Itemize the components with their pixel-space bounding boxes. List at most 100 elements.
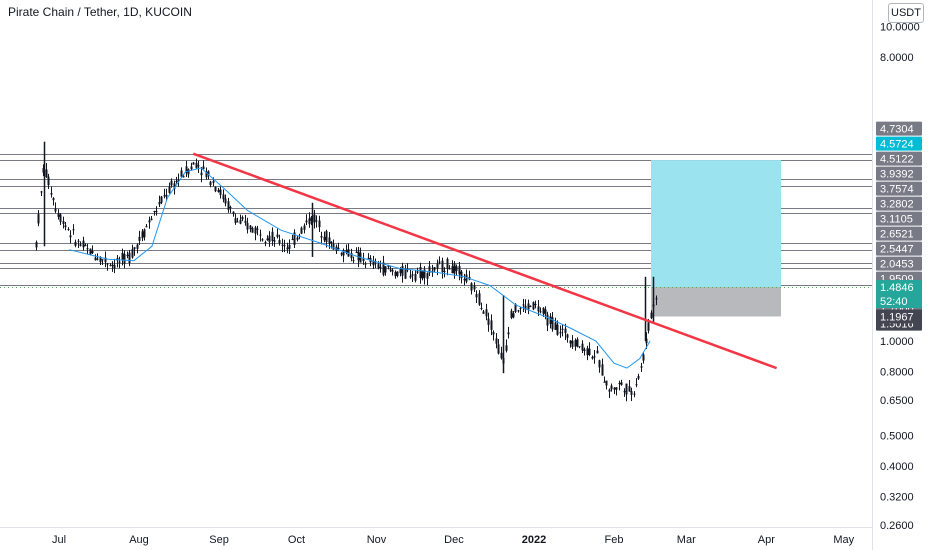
price-bar-body: [394, 271, 397, 277]
price-bar-body: [323, 236, 326, 241]
price-bar-body: [111, 264, 114, 266]
price-bar-body: [414, 273, 417, 281]
price-bar-body: [54, 208, 57, 212]
price-bar-body: [96, 258, 99, 260]
price-bar-body: [421, 271, 424, 279]
price-bar-body: [185, 166, 188, 173]
price-bar-body: [500, 352, 503, 359]
price-label-tag: [876, 256, 922, 271]
price-bar-body: [84, 245, 87, 247]
price-label-text: 4.5122: [880, 154, 914, 166]
price-bar-body: [52, 198, 55, 201]
price-bar-body: [271, 231, 274, 241]
price-bar-body: [470, 283, 473, 291]
price-bar-body: [455, 266, 458, 271]
price-bar-body: [212, 180, 215, 183]
price-label-tag: [876, 309, 922, 324]
price-bar-body: [153, 210, 156, 212]
price-bar-body: [551, 317, 554, 330]
price-bar-body: [155, 211, 158, 213]
x-tick-label: May: [833, 534, 854, 546]
y-tick-label: 0.6500: [880, 395, 914, 407]
price-bar-body: [182, 175, 185, 178]
price-bar-body: [77, 240, 80, 242]
price-bar-body: [244, 220, 247, 223]
price-bar-body: [613, 387, 616, 390]
price-bar-body: [89, 248, 92, 255]
price-bar-body: [357, 251, 360, 261]
price-bar-body: [473, 285, 476, 290]
price-bar-body: [141, 231, 144, 239]
price-bar-body: [170, 180, 173, 186]
x-tick-label: Sep: [209, 534, 229, 546]
price-bar-body: [47, 176, 50, 186]
price-bar-body: [79, 244, 82, 246]
price-bar-body: [109, 265, 112, 267]
target-zone: [651, 160, 781, 287]
price-bar-body: [446, 258, 449, 269]
price-bar-body: [138, 236, 141, 241]
price-bar-body: [396, 271, 399, 276]
y-tick-label: 10.0000: [880, 21, 920, 33]
price-bar-body: [490, 320, 493, 330]
price-bar-body: [234, 218, 237, 223]
price-bar-body: [163, 195, 166, 197]
price-bar-body: [399, 268, 402, 274]
price-bar-body: [288, 244, 291, 249]
price-bar-body: [485, 309, 488, 317]
price-label-tag: [876, 280, 922, 308]
price-bar-body: [168, 186, 171, 193]
currency-button[interactable]: USDT: [888, 3, 924, 23]
y-tick-label: 0.5000: [880, 431, 914, 443]
price-bar-body: [460, 271, 463, 279]
price-bar-body: [251, 228, 254, 233]
price-bar-body: [475, 294, 478, 298]
price-bar-body: [197, 165, 200, 167]
price-label-text: 3.7574: [880, 184, 914, 196]
price-bar-body: [67, 228, 70, 230]
price-bar-body: [453, 263, 456, 274]
price-label-text: 3.9392: [880, 169, 914, 181]
price-bar-body: [286, 247, 289, 250]
price-bar-body: [74, 242, 77, 246]
price-bar-body: [623, 391, 626, 393]
price-bar-body: [566, 334, 569, 338]
price-bar-body: [367, 257, 370, 259]
price-bar-body: [603, 381, 606, 383]
price-bar-body: [554, 322, 557, 330]
x-tick-label: Mar: [677, 534, 696, 546]
price-bar-body: [249, 225, 252, 230]
price-bar-body: [50, 193, 53, 195]
price-bar-body: [202, 166, 205, 170]
price-bar-body: [318, 220, 321, 228]
price-bar-body: [195, 162, 198, 169]
price-bar-body: [313, 214, 316, 223]
price-bar-body: [576, 339, 579, 347]
x-tick-label: Aug: [129, 534, 149, 546]
price-bar-body: [527, 303, 530, 310]
price-bar-body: [362, 258, 365, 261]
price-bar-body: [478, 293, 481, 305]
price-bar-body: [259, 234, 262, 236]
price-bar-body: [436, 263, 439, 269]
x-tick-label: Oct: [288, 534, 305, 546]
price-bar-body: [118, 261, 121, 263]
price-bar-body: [578, 346, 581, 348]
price-bar-body: [227, 201, 230, 210]
price-label-text: 1.1967: [880, 311, 914, 323]
x-tick-label: Apr: [758, 534, 775, 546]
price-bar-body: [556, 324, 559, 335]
price-bar-body: [517, 310, 520, 312]
price-bar-body: [241, 217, 244, 220]
x-tick-label: Feb: [605, 534, 624, 546]
price-bar-body: [507, 332, 510, 335]
price-bar-body: [389, 269, 392, 271]
price-bar-body: [128, 252, 131, 264]
price-bar-body: [633, 393, 636, 395]
price-bar-body: [438, 261, 441, 263]
moving-average-line: [69, 167, 651, 369]
price-label-tag: [876, 151, 922, 166]
price-bar-body: [625, 383, 628, 395]
price-bar-body: [236, 221, 239, 223]
